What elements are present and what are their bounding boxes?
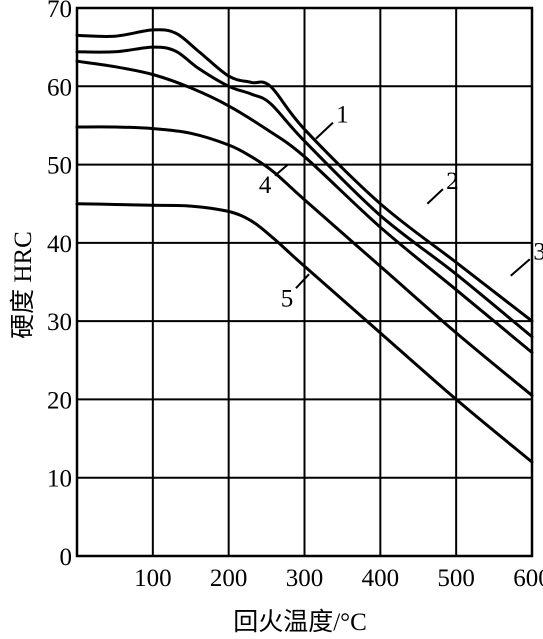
leader-line-5	[295, 273, 310, 289]
y-tick-label: 20	[47, 387, 72, 414]
x-tick-label: 300	[286, 565, 324, 592]
x-tick-label: 600	[513, 565, 543, 592]
x-tick-label: 400	[362, 565, 400, 592]
series-line-5	[75, 202, 534, 464]
y-tick-labels: 0 10 20 30 40 50 60 70	[47, 0, 72, 571]
y-tick-label: 70	[47, 0, 72, 23]
series-line-1	[75, 28, 534, 323]
series-line-4	[75, 125, 534, 397]
series-label-5: 5	[281, 286, 294, 313]
plot-frame	[75, 6, 534, 558]
leader-line-3	[510, 258, 531, 277]
leader-line-1	[315, 121, 334, 140]
y-axis-label: 硬度 HRC	[9, 231, 37, 339]
series-line-3	[75, 59, 534, 354]
series-label-1: 1	[336, 102, 349, 129]
y-tick-label: 60	[47, 74, 72, 101]
x-tick-labels: 100 200 300 400 500 600	[134, 565, 543, 592]
x-tick-label: 500	[437, 565, 475, 592]
series-label-4: 4	[259, 172, 272, 199]
y-tick-label: 40	[47, 231, 72, 258]
grid	[77, 8, 532, 556]
x-axis-label: 回火温度/°C	[233, 608, 367, 636]
series-labels: 1 2 3 4 5	[259, 102, 543, 313]
x-tick-label: 200	[210, 565, 248, 592]
series-lines	[75, 28, 534, 464]
series-label-2: 2	[446, 168, 459, 195]
y-tick-label: 30	[47, 309, 72, 336]
series-line-2	[75, 45, 534, 339]
series-label-3: 3	[533, 239, 543, 266]
y-tick-label: 50	[47, 153, 72, 180]
leader-line-2	[426, 188, 444, 205]
y-tick-label: 10	[47, 466, 72, 493]
leader-line-4	[274, 163, 289, 177]
x-tick-label: 100	[134, 565, 172, 592]
y-tick-label: 0	[60, 544, 73, 571]
